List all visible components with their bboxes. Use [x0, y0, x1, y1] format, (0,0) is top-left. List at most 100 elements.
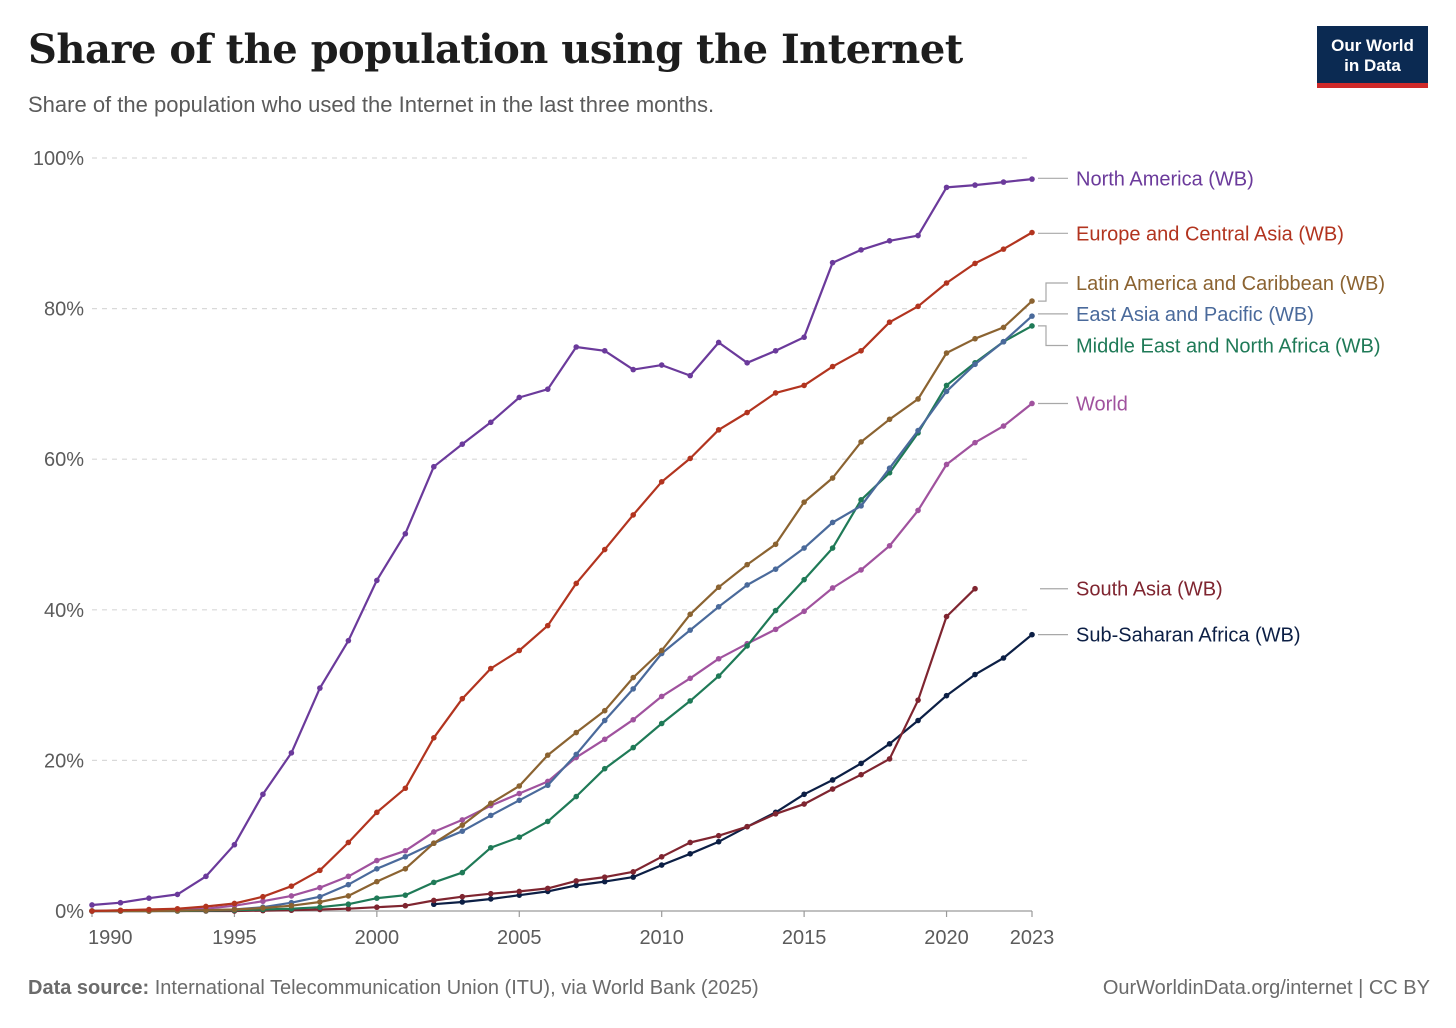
data-point: [1029, 229, 1035, 236]
series-line: [92, 402, 1033, 913]
data-point: [886, 238, 893, 244]
data-point: [374, 878, 380, 885]
data-point: [943, 280, 950, 286]
data-point: [829, 259, 836, 266]
data-point: [915, 303, 921, 310]
data-point: [431, 463, 437, 470]
data-point: [687, 455, 693, 462]
data-source-label: Data source:: [28, 977, 150, 999]
data-point: [630, 686, 637, 692]
data-point: [943, 692, 950, 699]
data-point: [943, 184, 950, 191]
series-end-label: North America (WB): [1076, 168, 1254, 190]
data-point: [117, 907, 124, 914]
x-tick-label: 2000: [355, 927, 400, 949]
series-line: [92, 324, 1033, 913]
data-point: [345, 873, 352, 880]
data-point: [431, 735, 437, 741]
data-point: [601, 347, 608, 354]
data-point: [231, 900, 238, 907]
data-source-text: International Telecommunication Union (I…: [154, 977, 759, 999]
label-connector: [1038, 282, 1068, 302]
series-end-label: Sub-Saharan Africa (WB): [1076, 625, 1301, 647]
series-middle-east-and-north-africa-wb: [89, 323, 1035, 914]
footer-link[interactable]: OurWorldinData.org/internet | CC BY: [1102, 977, 1430, 999]
data-point: [829, 519, 836, 526]
data-point: [801, 576, 807, 583]
data-point: [1029, 176, 1035, 182]
data-point: [715, 603, 722, 610]
data-point: [601, 874, 608, 880]
data-point: [658, 362, 665, 368]
data-point: [601, 717, 608, 724]
logo-line-2: in Data: [1344, 56, 1401, 75]
data-point: [715, 655, 722, 662]
data-point: [915, 697, 921, 703]
data-point: [630, 744, 637, 751]
logo-line-1: Our World: [1331, 36, 1414, 55]
data-point: [374, 809, 380, 816]
data-point: [487, 896, 494, 902]
data-point: [487, 890, 494, 897]
data-point: [715, 838, 722, 845]
data-point: [260, 898, 266, 905]
data-point: [431, 840, 437, 847]
data-point: [630, 716, 637, 723]
data-point: [459, 869, 466, 876]
series-world: [89, 400, 1035, 914]
data-point: [972, 182, 978, 188]
data-point: [516, 834, 523, 841]
data-point: [317, 893, 323, 900]
y-tick-label: 100%: [33, 148, 84, 170]
data-point: [231, 841, 238, 848]
data-point: [715, 584, 722, 591]
series-end-label: Latin America and Caribbean (WB): [1076, 273, 1385, 295]
owid-logo[interactable]: Our World in Data: [1317, 26, 1428, 88]
y-tick-label: 20%: [44, 750, 84, 772]
data-point: [431, 879, 437, 886]
data-point: [829, 363, 836, 370]
data-point: [516, 783, 523, 789]
data-point: [630, 366, 637, 373]
data-point: [858, 771, 864, 778]
data-point: [402, 902, 409, 909]
data-point: [374, 895, 380, 901]
data-point: [573, 878, 580, 884]
data-point: [487, 800, 494, 807]
data-point: [89, 902, 95, 908]
data-point: [943, 350, 950, 356]
data-point: [573, 882, 580, 889]
data-point: [317, 685, 323, 691]
data-point: [915, 232, 921, 239]
series-line: [92, 315, 1033, 913]
y-tick-label: 40%: [44, 600, 84, 622]
data-point: [801, 545, 807, 551]
data-point: [858, 439, 864, 445]
data-point: [117, 899, 124, 906]
axes: 0% 20% 40% 60% 80% 100% 1990 1995 2000 2005 2010 20…: [33, 148, 1054, 949]
chart-subtitle: Share of the population who used the Int…: [28, 92, 715, 117]
data-point: [801, 608, 807, 615]
data-point: [174, 905, 181, 912]
data-point: [658, 478, 665, 485]
data-point: [544, 622, 551, 629]
data-point: [487, 419, 494, 426]
data-point: [459, 828, 466, 834]
data-point: [544, 752, 551, 758]
series-end-label: East Asia and Pacific (WB): [1076, 304, 1314, 326]
data-point: [260, 791, 266, 798]
data-point: [288, 750, 295, 756]
data-point: [772, 607, 779, 614]
data-point: [516, 394, 523, 401]
series-sub-saharan-africa-wb: [431, 631, 1035, 908]
data-point: [915, 427, 921, 434]
data-point: [630, 874, 637, 880]
data-point: [772, 541, 779, 548]
chart-title: Share of the population using the Intern…: [28, 26, 963, 73]
series-line: [91, 178, 1033, 907]
x-tick-label: 2020: [924, 927, 969, 949]
data-point: [829, 545, 836, 551]
data-point: [573, 751, 580, 758]
data-point: [317, 884, 323, 891]
data-point: [630, 674, 637, 681]
